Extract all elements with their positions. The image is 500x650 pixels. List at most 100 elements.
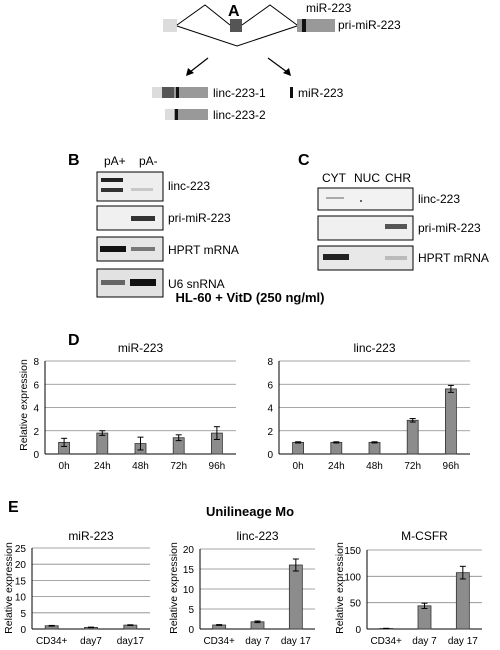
row-label-b-pri-mir-223: pri-miR-223 <box>168 211 231 225</box>
x-tick-label: 48h <box>366 461 383 472</box>
blot-c-linc-223 <box>317 187 414 211</box>
row-label-c-pri-mir-223: pri-miR-223 <box>418 221 481 235</box>
arrow-to-linc <box>189 57 209 73</box>
y-tick-label: 10 <box>183 585 195 596</box>
chart-title: M-CSFR <box>401 529 448 543</box>
y-tick-label: 0 <box>355 625 361 636</box>
splice-line-upper-2 <box>241 4 298 26</box>
chart-d-mir-223: 0 2 4 6 8 miR-223 Relative expression 0h 24h 48h 7… <box>18 341 236 472</box>
arrow-head-linc <box>186 68 194 76</box>
bar <box>96 432 109 455</box>
linc-223-1-transcript <box>152 87 208 98</box>
pri-mir-223-label: pri-miR-223 <box>338 18 401 32</box>
blot-c-hprt <box>317 245 414 271</box>
bar <box>406 419 419 455</box>
linc1-exon-2 <box>162 87 174 98</box>
bar <box>368 441 381 455</box>
band-b1-c <box>131 188 153 191</box>
col-label-chr: CHR <box>385 171 411 185</box>
band-b1-b <box>101 188 123 192</box>
y-axis-label: Relative expression <box>334 542 346 634</box>
blot-b-linc-223 <box>96 171 164 202</box>
blot-b-hprt <box>96 236 164 262</box>
y-tick-label: 15 <box>183 565 195 576</box>
row-label-b-hprt: HPRT mRNA <box>168 243 239 257</box>
blot-b-box-1 <box>96 171 164 202</box>
y-tick-label: 0 <box>20 625 26 636</box>
bar <box>288 564 303 630</box>
panel-c-letter: C <box>298 152 310 169</box>
chart-title: linc-223 <box>236 529 278 543</box>
chart-title: miR-223 <box>68 529 114 543</box>
x-tick-label: 24h <box>328 461 345 472</box>
band-c3-b <box>385 256 407 260</box>
y-tick-label: 5 <box>188 605 194 616</box>
blot-c-pri-mir-223 <box>317 215 414 241</box>
x-tick-label: 0h <box>293 461 304 472</box>
blot-b-u6 <box>96 268 164 298</box>
y-tick-label: 6 <box>267 380 273 391</box>
exon-2 <box>230 19 242 32</box>
splice-line-upper-1 <box>176 4 231 26</box>
linc-223-1-label: linc-223-1 <box>213 86 266 100</box>
x-tick-label: day7 <box>80 636 102 647</box>
y-axis-label: Relative expression <box>168 542 180 634</box>
band-b1-a <box>101 178 123 182</box>
x-tick-label: 72h <box>170 461 187 472</box>
speck-c1 <box>360 200 362 202</box>
x-tick-label: 96h <box>443 461 460 472</box>
panel-a-letter: A <box>228 3 240 20</box>
band-b2 <box>131 216 155 221</box>
x-tick-label: 48h <box>132 461 149 472</box>
y-tick-label: 20 <box>15 560 27 571</box>
x-tick-label: 24h <box>94 461 111 472</box>
linc-223-2-label: linc-223-2 <box>213 108 266 122</box>
x-tick-label: 0h <box>59 461 70 472</box>
row-label-c-linc-223: linc-223 <box>418 192 460 206</box>
x-tick-label: day17 <box>117 636 145 647</box>
exon-3 <box>297 19 335 32</box>
panel-e-title: Unilineage Mo <box>206 504 294 519</box>
blot-b-pri-mir-223 <box>96 205 164 231</box>
mir-223-label: miR-223 <box>306 1 352 15</box>
exon-1 <box>163 19 177 32</box>
y-axis-label: Relative expression <box>18 359 30 451</box>
bar <box>330 441 343 455</box>
mature-mir-223-label: miR-223 <box>298 86 344 100</box>
bar <box>292 441 305 455</box>
band-b3-b <box>131 247 155 251</box>
pri-mir-223-gene-diagram <box>163 4 335 47</box>
panel-d-title: HL-60 + VitD (250 ng/ml) <box>176 290 325 305</box>
col-label-cyt: CYT <box>322 171 347 185</box>
y-tick-label: 6 <box>33 380 39 391</box>
col-label-pa-minus: pA- <box>139 154 158 168</box>
bar <box>455 572 470 630</box>
chart-e-mir-223: 0 5 10 15 20 25 miR-223 Relative expression CD34… <box>3 529 150 647</box>
bar <box>417 605 432 630</box>
panel-d-letter: D <box>68 332 80 349</box>
chart-title: linc-223 <box>353 341 395 355</box>
chart-d-linc-223: 0 2 4 6 8 linc-223 0h 24h 48h 72h 96h <box>267 341 470 472</box>
linc2-exon-1 <box>165 109 174 120</box>
y-tick-label: 0 <box>188 625 194 636</box>
linc-223-2-transcript <box>165 109 208 120</box>
linc2-exon-2 <box>174 109 208 120</box>
x-tick-label: 96h <box>209 461 226 472</box>
mir-223-locus <box>302 19 306 32</box>
linc2-mir-locus <box>175 109 178 120</box>
band-c1 <box>326 197 344 199</box>
band-b3-a <box>100 246 126 252</box>
arrow-to-mir <box>267 57 288 73</box>
row-label-c-hprt: HPRT mRNA <box>418 251 489 265</box>
y-tick-label: 0 <box>33 450 39 461</box>
band-b4-a <box>101 280 125 285</box>
blot-c-box-1 <box>317 187 414 211</box>
y-tick-label: 15 <box>15 576 27 587</box>
y-tick-label: 4 <box>33 404 39 415</box>
x-tick-label: day 17 <box>281 636 311 647</box>
y-axis-label: Relative expression <box>3 542 15 634</box>
y-tick-label: 2 <box>267 427 273 438</box>
y-tick-label: 100 <box>344 572 361 583</box>
row-label-b-linc-223: linc-223 <box>168 179 210 193</box>
